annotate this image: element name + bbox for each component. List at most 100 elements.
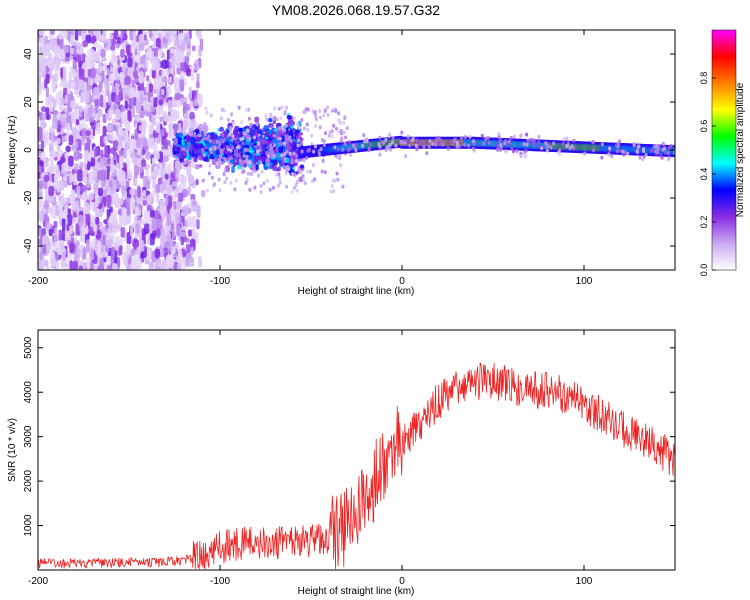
spectrogram-cell	[244, 108, 248, 113]
spectrogram-cell	[87, 68, 91, 77]
spectrogram-cell	[48, 102, 54, 110]
spectrogram-cell	[149, 209, 155, 218]
spectrogram-cell	[130, 248, 136, 256]
spectrogram-cell	[102, 113, 107, 124]
spectrogram-cell	[49, 155, 55, 163]
spectrogram-cell	[264, 114, 268, 119]
spectrogram-cell	[137, 186, 141, 198]
spectrogram-cell	[165, 177, 170, 187]
spectrogram-cell	[294, 131, 299, 136]
spectrogram-cell	[145, 103, 151, 112]
spectrogram-cell	[229, 126, 233, 131]
spectrogram-cell	[305, 122, 309, 127]
spectrogram-cell	[85, 181, 92, 189]
spectrogram-cell	[255, 122, 259, 127]
spectrogram-cell	[261, 138, 267, 145]
spectrogram-cell	[79, 161, 84, 169]
spectrogram-cell	[97, 74, 102, 83]
spectrogram-cell	[108, 132, 115, 142]
spectrogram-cell	[252, 135, 256, 140]
spectrogram-cell	[209, 113, 213, 118]
spectrogram-cell	[139, 240, 145, 252]
spectrogram-cell	[176, 146, 180, 155]
spectrogram-cell	[131, 262, 137, 270]
spectrogram-cell	[187, 208, 192, 214]
spectrogram-cell	[265, 136, 269, 140]
spectrogram-cell	[164, 32, 171, 39]
spectrogram-cell	[81, 53, 86, 63]
spectrogram-cell	[188, 256, 194, 263]
spectrogram-cell	[240, 160, 244, 165]
spectrogram-cell	[44, 174, 50, 183]
spectrogram-cell	[167, 99, 173, 113]
spectrogram-cell	[94, 51, 100, 62]
spectrogram-cell	[282, 146, 287, 150]
spectrogram-cell	[98, 60, 102, 72]
spectrogram-cell	[55, 57, 61, 71]
spectrogram-cell	[302, 158, 306, 163]
spectrogram-cell	[144, 58, 149, 69]
spectrogram-cell	[77, 169, 83, 182]
spectrogram-cell	[263, 124, 269, 131]
spectrogram-cell	[257, 129, 263, 134]
spectrogram-cell	[73, 150, 80, 162]
spectrogram-cell	[127, 171, 133, 180]
spectrogram-cell	[62, 66, 67, 79]
spectrogram-cell	[191, 45, 196, 52]
spectrogram-cell	[194, 59, 200, 72]
spectrogram-cell	[198, 48, 202, 57]
spectrogram-cell	[225, 145, 229, 150]
spectrogram-cell	[180, 52, 185, 63]
spectrogram-cell	[299, 164, 305, 169]
spectrogram-cell	[199, 38, 204, 52]
spectrogram-cell	[182, 265, 186, 270]
spectrogram-cell	[126, 204, 131, 216]
spectrogram-cell	[185, 243, 191, 253]
spectrogram-cell	[210, 175, 214, 180]
spectrogram-cell	[155, 37, 161, 48]
spectrogram-cell	[292, 185, 296, 190]
spectrogram-cell	[69, 242, 75, 254]
spectrogram-cell	[111, 179, 117, 192]
spectrogram-cell	[106, 157, 111, 164]
spectrogram-cell	[75, 119, 80, 126]
spectrogram-cell	[70, 34, 75, 47]
spectrogram-cell	[201, 190, 206, 198]
spectrogram-cell	[50, 148, 56, 158]
spectrogram-cell	[208, 138, 212, 143]
spectrogram-cell	[262, 181, 266, 186]
spectrogram-cell	[341, 184, 345, 189]
spectrogram-cell	[54, 232, 58, 241]
spectrogram-cell	[269, 143, 273, 148]
spectrogram-cell	[119, 245, 123, 255]
spectrogram-cell	[168, 147, 172, 156]
spectrogram-cell	[99, 257, 104, 270]
spectrogram-cell	[311, 163, 315, 168]
spectrogram-cell	[194, 129, 200, 134]
spectrogram-cell	[318, 125, 322, 130]
spectrogram-cell	[106, 195, 111, 209]
spectrogram-cell	[148, 124, 154, 135]
spectrogram-cell	[170, 48, 175, 54]
spectrogram-cell	[200, 147, 205, 152]
spectrogram-cell	[322, 113, 326, 118]
spectrogram-cell	[205, 110, 209, 115]
spectrogram-cell	[337, 118, 341, 123]
spectrogram-cell	[333, 179, 337, 184]
spectrogram-cell	[231, 134, 235, 139]
spectrogram-cell	[174, 93, 181, 101]
spectrogram-cell	[111, 87, 116, 93]
spectrogram-cell	[151, 197, 155, 203]
spectrogram-cell	[249, 122, 254, 127]
spectrogram-cell	[58, 149, 64, 156]
spectrogram-cell	[80, 184, 87, 192]
spectrogram-cell	[242, 154, 246, 159]
spectrogram-cell	[163, 155, 170, 163]
spectrogram-cell	[230, 112, 234, 117]
spectrogram-cell	[153, 142, 158, 152]
spectrogram-cell	[76, 185, 81, 196]
spectrogram-cell	[267, 154, 271, 159]
spectrogram-cell	[129, 188, 136, 196]
spectrogram-cell	[220, 160, 224, 165]
spectrogram-cell	[187, 216, 193, 228]
